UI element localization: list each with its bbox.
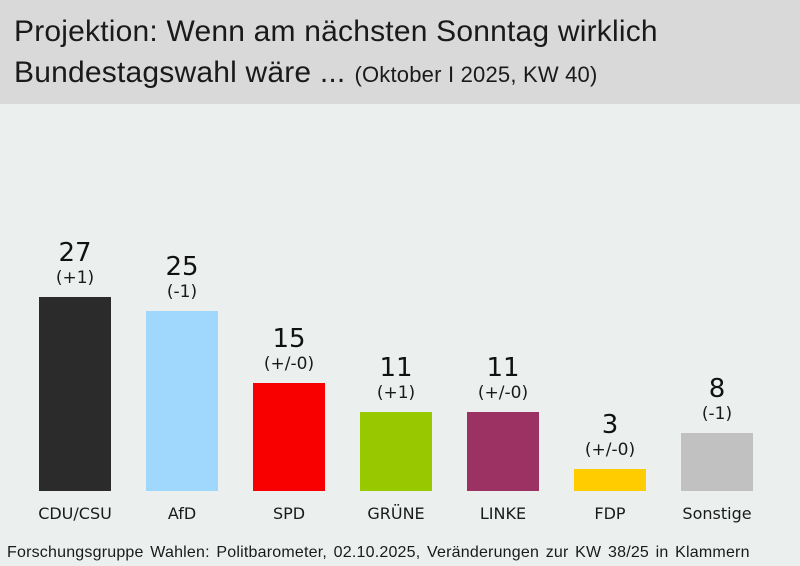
bar-spd — [253, 383, 325, 491]
bar-cdu-csu — [39, 297, 111, 491]
bar-group-sonstige: 8 (-1) Sonstige — [681, 104, 753, 530]
bar-category-spd: SPD — [272, 504, 306, 523]
bar-sonstige — [681, 433, 753, 491]
bar-category-gr-ne: GRÜNE — [367, 504, 425, 523]
bar-group-afd: 25 (-1) AfD — [146, 104, 218, 530]
bar-group-linke: 11 (+/-0) LINKE — [467, 104, 539, 530]
bar-value-gr-ne: 11 — [379, 353, 413, 383]
bar-fdp — [574, 469, 646, 491]
bar-value-cdu-csu: 27 — [58, 238, 92, 268]
bar-change-afd: (-1) — [166, 282, 198, 302]
bar-change-gr-ne: (+1) — [376, 383, 416, 403]
bar-change-fdp: (+/-0) — [584, 440, 636, 460]
bar-group-spd: 15 (+/-0) SPD — [253, 104, 325, 530]
bar-value-linke: 11 — [486, 353, 520, 383]
chart-title: Projektion: Wenn am nächsten Sonntag wir… — [0, 0, 800, 104]
bar-change-sonstige: (-1) — [701, 404, 733, 424]
bar-afd — [146, 311, 218, 491]
plot-area: 27 (+1) CDU/CSU 25 (-1) AfD 15 (+/-0) SPD 11 (+1) G… — [0, 104, 800, 566]
bar-change-spd: (+/-0) — [263, 354, 315, 374]
bar-category-cdu-csu: CDU/CSU — [38, 504, 112, 523]
bar-category-afd: AfD — [167, 504, 197, 523]
title-line-1: Projektion: Wenn am nächsten Sonntag wir… — [14, 15, 658, 48]
bar-group-fdp: 3 (+/-0) FDP — [574, 104, 646, 530]
bar-value-sonstige: 8 — [708, 374, 726, 404]
bar-chart: 27 (+1) CDU/CSU 25 (-1) AfD 15 (+/-0) SPD 11 (+1) G… — [0, 104, 800, 530]
title-line-2-main: Bundestagswahl wäre ... — [14, 56, 346, 89]
bar-value-fdp: 3 — [601, 410, 619, 440]
bar-value-afd: 25 — [165, 252, 199, 282]
bar-category-linke: LINKE — [479, 504, 527, 523]
bar-change-cdu-csu: (+1) — [55, 268, 95, 288]
bar-group-cdu-csu: 27 (+1) CDU/CSU — [38, 104, 112, 530]
bar-value-spd: 15 — [272, 324, 306, 354]
bar-group-gr-ne: 11 (+1) GRÜNE — [360, 104, 432, 530]
bar-gr-ne — [360, 412, 432, 491]
bar-category-sonstige: Sonstige — [682, 504, 752, 523]
source-note: Forschungsgruppe Wahlen: Politbarometer,… — [7, 544, 750, 561]
bar-change-linke: (+/-0) — [477, 383, 529, 403]
title-line-2-subtitle: (Oktober I 2025, KW 40) — [354, 62, 598, 87]
title-line-2: Bundestagswahl wäre ... (Oktober I 2025, … — [14, 52, 800, 95]
bar-linke — [467, 412, 539, 491]
bar-category-fdp: FDP — [594, 504, 626, 523]
